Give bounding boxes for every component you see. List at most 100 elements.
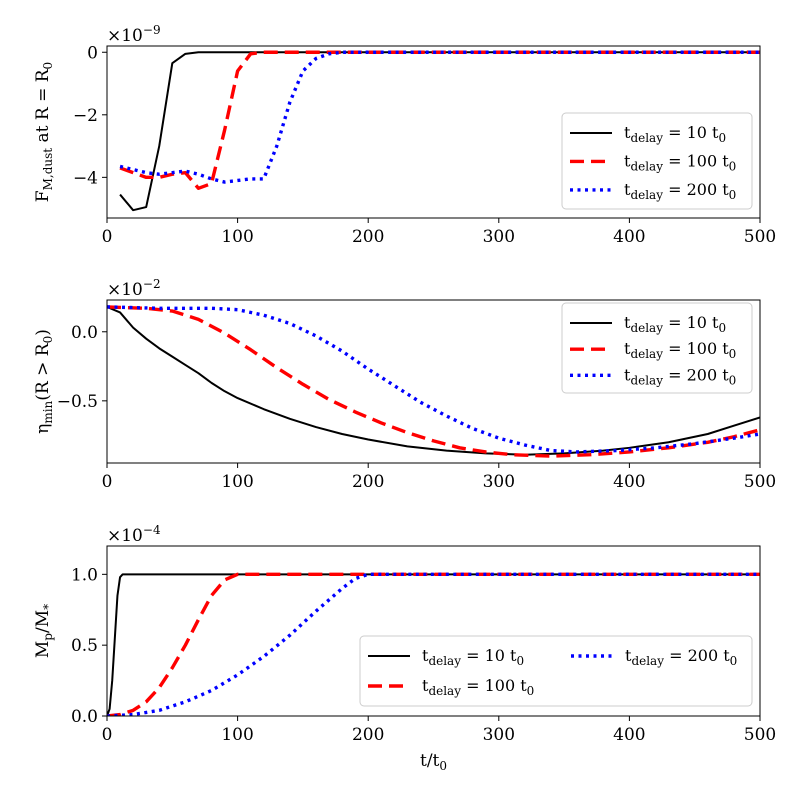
subscript: 0 bbox=[439, 759, 447, 773]
y-axis-label: FM,dust at R = R0 bbox=[33, 62, 55, 202]
x-tick-label: 500 bbox=[744, 725, 776, 745]
legend-label: tdelay = 100 t0 bbox=[624, 339, 736, 361]
legend-entry: tdelay = 100 t0 bbox=[570, 151, 736, 173]
text-part: t bbox=[624, 313, 631, 332]
x-tick-label: 400 bbox=[613, 472, 645, 492]
text-part: ) bbox=[33, 329, 53, 336]
text-part: = 200 t bbox=[664, 646, 730, 665]
series-line-dashed bbox=[107, 572, 760, 716]
x-tick-label: 200 bbox=[352, 472, 384, 492]
y-axis-label: ηmin(R > R0) bbox=[33, 329, 55, 434]
plot-frame bbox=[106, 45, 761, 219]
text-part: t bbox=[625, 646, 632, 665]
subscript: 0 bbox=[41, 62, 55, 70]
x-tick-label: 500 bbox=[744, 227, 776, 247]
x-tick-label: 300 bbox=[483, 725, 515, 745]
text-part: t bbox=[624, 151, 631, 170]
text-part: = 10 t bbox=[663, 313, 719, 332]
series-line-dotted bbox=[107, 305, 760, 454]
series-group bbox=[107, 305, 760, 458]
legend-box bbox=[359, 635, 753, 707]
text-part: (R > R bbox=[33, 342, 53, 400]
scale-multiplier: ×10−2 bbox=[107, 277, 161, 300]
y-tick-label: 0.5 bbox=[71, 636, 98, 656]
text-part: t bbox=[624, 365, 631, 384]
x-tick-label: 100 bbox=[221, 725, 253, 745]
subscript: delay bbox=[630, 321, 663, 335]
legend-entry: tdelay = 200 t0 bbox=[570, 180, 736, 202]
y-tick-label: −2 bbox=[73, 106, 98, 126]
legend-label: tdelay = 10 t0 bbox=[624, 313, 726, 335]
legend-entry: tdelay = 200 t0 bbox=[570, 365, 736, 387]
y-tick-label: 1.0 bbox=[71, 565, 98, 585]
legend-label: tdelay = 200 t0 bbox=[624, 365, 736, 387]
x-tick-label: 300 bbox=[483, 227, 515, 247]
scale-multiplier: ×10−9 bbox=[107, 23, 161, 46]
text-part: at R = R bbox=[33, 68, 53, 148]
text-part: t bbox=[624, 123, 631, 142]
subscript: delay bbox=[428, 684, 461, 698]
series-group bbox=[107, 572, 760, 716]
text-part: = 10 t bbox=[663, 123, 719, 142]
text-part: η bbox=[33, 424, 53, 434]
legend-box bbox=[561, 302, 753, 394]
text-part: t bbox=[624, 180, 631, 199]
legend-entry: tdelay = 10 t0 bbox=[570, 313, 726, 335]
subscript: delay bbox=[630, 347, 663, 361]
text-part: = 100 t bbox=[663, 151, 729, 170]
y-tick-label: 0 bbox=[87, 43, 98, 63]
x-tick-label: 200 bbox=[352, 725, 384, 745]
y-tick-label: −0.5 bbox=[57, 392, 98, 412]
text-part: ×10 bbox=[107, 26, 143, 46]
subscript: delay bbox=[630, 373, 663, 387]
text-part: F bbox=[33, 190, 53, 202]
text-part: t bbox=[624, 339, 631, 358]
y-tick-label: 0.0 bbox=[71, 323, 98, 343]
scale-multiplier: ×10−4 bbox=[107, 523, 161, 546]
x-tick-label: 300 bbox=[483, 472, 515, 492]
subscript: M,dust bbox=[41, 148, 55, 191]
subscript: 0 bbox=[527, 684, 535, 698]
x-tick-label: 0 bbox=[102, 725, 113, 745]
text-part: −9 bbox=[143, 23, 161, 37]
subscript: delay bbox=[630, 131, 663, 145]
text-part: = 10 t bbox=[461, 646, 517, 665]
series-line-dotted bbox=[107, 572, 760, 716]
legend-box bbox=[561, 112, 753, 210]
plot-frame bbox=[106, 299, 761, 464]
legend-label: tdelay = 100 t0 bbox=[624, 151, 736, 173]
x-axis-label: t/t0 bbox=[420, 751, 447, 773]
subscript: min bbox=[41, 400, 55, 423]
x-tick-label: 200 bbox=[352, 227, 384, 247]
subscript: 0 bbox=[729, 159, 737, 173]
text-part: ×10 bbox=[107, 280, 143, 300]
text-part: /M bbox=[33, 610, 53, 633]
legend-entry: tdelay = 100 t0 bbox=[368, 676, 534, 698]
x-tick-label: 100 bbox=[221, 227, 253, 247]
text-part: = 200 t bbox=[663, 365, 729, 384]
text-part: t bbox=[422, 646, 429, 665]
subscript: 0 bbox=[41, 336, 55, 344]
series-line-solid bbox=[107, 573, 760, 716]
text-part: M bbox=[33, 641, 53, 658]
series-line-solid bbox=[107, 305, 760, 456]
text-part: −2 bbox=[143, 277, 161, 291]
y-tick-label: −4 bbox=[73, 168, 98, 188]
legend-entry: tdelay = 10 t0 bbox=[570, 123, 726, 145]
text-part: = 200 t bbox=[663, 180, 729, 199]
text-part: ×10 bbox=[107, 526, 143, 546]
plot-frame bbox=[106, 545, 761, 717]
subscript: delay bbox=[631, 654, 664, 668]
x-tick-label: 400 bbox=[613, 227, 645, 247]
chart-panel-3: 0 100 200 300 400 5000.00.51.0×10−4Mp/M*t/t0t… bbox=[33, 523, 776, 773]
text-part: = 100 t bbox=[663, 339, 729, 358]
subscript: 0 bbox=[729, 373, 737, 387]
series-group bbox=[119, 50, 760, 212]
subscript: delay bbox=[630, 159, 663, 173]
y-tick-label: 0.0 bbox=[71, 707, 98, 727]
x-tick-label: 0 bbox=[102, 227, 113, 247]
